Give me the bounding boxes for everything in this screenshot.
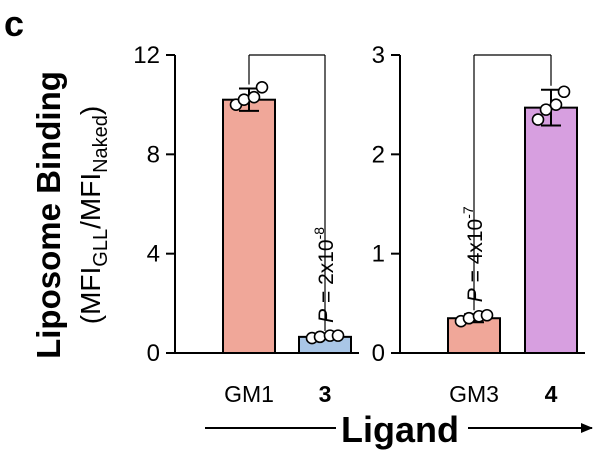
data-point-4-2 (539, 103, 553, 116)
data-point-GM1-4 (255, 80, 269, 94)
panel-label: c (4, 3, 24, 44)
y-axis-title-sub1: GLL (90, 229, 112, 267)
x-tick-label-4: 4 (545, 381, 558, 407)
p-value-text: = 4x10 (464, 219, 487, 288)
x-axis-title: Ligand (341, 409, 459, 450)
data-point-GM3-2 (462, 311, 476, 325)
y-axis-title-line1: Liposome Binding (30, 71, 67, 359)
y-tick-label-0: 0 (147, 340, 160, 367)
p-value-exponent: -8 (311, 227, 327, 240)
p-value-exponent: -7 (460, 206, 476, 219)
p-value-label: P (315, 309, 338, 323)
x-tick-label-GM1: GM1 (224, 381, 274, 407)
p-value-annotation: P = 2x10-8 (311, 227, 338, 323)
data-point-4-1 (531, 113, 545, 126)
y-tick-label-0: 0 (372, 340, 385, 367)
y-tick-label-12: 12 (133, 42, 160, 69)
chart-panel-gm3: GM3 4 0 1 2 3 P = 4x10-7 (372, 42, 585, 407)
y-axis-title-sub2: Naked (90, 115, 112, 173)
y-tick-label-2: 2 (372, 141, 385, 168)
data-point-GM1-2 (237, 93, 251, 106)
x-tick-label-3: 3 (319, 381, 332, 407)
p-value-annotation: P = 4x10-7 (460, 206, 487, 302)
y-axis-title-mid: /MFI (75, 173, 106, 229)
chart-panel-gm1: GM1 3 0 4 8 12 P = 2x10-8 (133, 42, 359, 407)
y-tick-label-4: 4 (147, 241, 160, 268)
data-point-4-3 (549, 98, 563, 111)
y-tick-label-3: 3 (372, 42, 385, 69)
y-tick-label-1: 1 (372, 241, 385, 268)
y-tick-label-8: 8 (147, 141, 160, 168)
data-point-4-4 (557, 85, 571, 99)
p-value-text: = 2x10 (315, 239, 338, 308)
data-point-GM1-3 (247, 90, 261, 104)
bar-4 (524, 106, 578, 354)
data-point-3-4 (331, 329, 345, 342)
data-point-GM3-4 (480, 308, 494, 322)
y-axis-title-suffix: ) (75, 106, 106, 115)
bar-GM1 (222, 98, 276, 354)
y-axis-title-line2: (MFIGLL/MFINaked) (75, 106, 112, 324)
x-tick-label-GM3: GM3 (449, 381, 499, 407)
y-axis-title-prefix: (MFI (75, 267, 106, 325)
p-value-label: P (464, 288, 487, 302)
